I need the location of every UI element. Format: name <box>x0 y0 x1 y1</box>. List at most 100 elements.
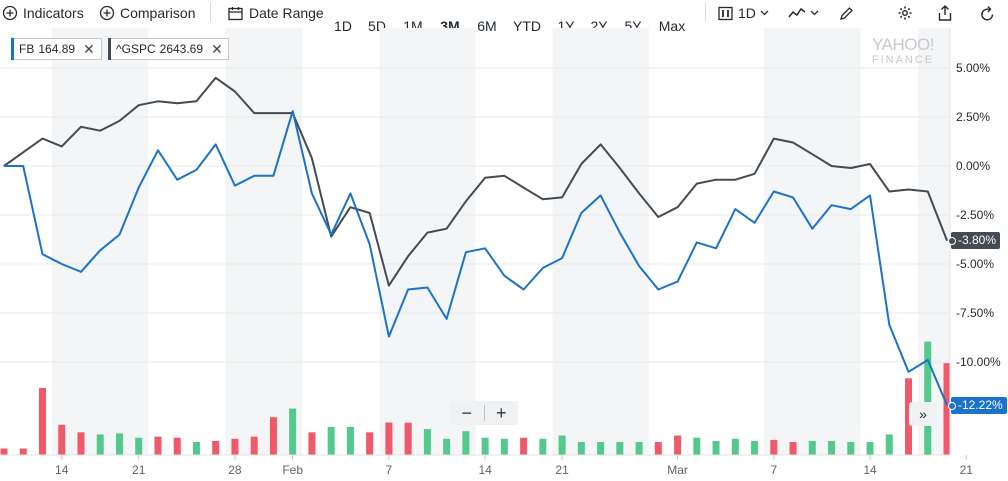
data-point <box>907 188 910 191</box>
volume-bar <box>520 437 528 455</box>
volume-bar <box>616 442 624 455</box>
data-point <box>619 232 621 234</box>
data-point <box>272 175 275 177</box>
range-button-6m[interactable]: 6M <box>477 18 497 34</box>
data-point <box>580 212 582 214</box>
data-point <box>118 234 121 236</box>
data-point <box>503 175 505 177</box>
data-point <box>869 163 871 165</box>
volume-bar <box>404 422 412 455</box>
close-icon[interactable]: ✕ <box>211 41 223 57</box>
volume-bar <box>654 442 662 455</box>
volume-bar <box>924 341 932 455</box>
data-point <box>850 167 852 169</box>
y-tick-label: -5.00% <box>956 257 994 271</box>
data-point <box>715 179 717 181</box>
data-point <box>830 204 833 206</box>
data-point <box>3 165 5 167</box>
legend-chip-fb[interactable]: FB 164.89 ✕ <box>11 38 102 60</box>
shaded-band <box>764 28 861 455</box>
data-point <box>580 163 582 165</box>
volume-bar <box>77 432 85 455</box>
data-point <box>638 265 640 267</box>
plus-circle-icon <box>2 5 18 21</box>
zoom-in-button[interactable]: + <box>495 403 507 423</box>
data-point <box>41 137 44 140</box>
data-point <box>811 228 813 230</box>
data-point <box>734 179 736 181</box>
fb-last-value-badge: -12.22% <box>948 397 1007 415</box>
scroll-forward-button[interactable]: » <box>909 402 937 426</box>
data-point <box>927 359 929 361</box>
data-point <box>888 190 890 193</box>
volume-bar <box>770 439 778 455</box>
volume-bar <box>154 436 162 455</box>
yahoo-finance-watermark: YAHOO! FINANCE <box>872 35 935 66</box>
date-range-button[interactable]: Date Range <box>228 0 324 26</box>
data-point <box>61 145 63 147</box>
data-point <box>349 192 352 195</box>
volume-bar <box>577 442 585 455</box>
data-point <box>118 120 121 122</box>
volume-bar <box>250 436 258 455</box>
data-point <box>619 167 621 169</box>
x-tick-label: 14 <box>55 463 69 477</box>
data-point <box>330 235 332 238</box>
legend-symbol: ^GSPC <box>116 42 156 56</box>
volume-bar <box>808 440 816 455</box>
data-point <box>61 263 63 265</box>
legend-chip-gspc[interactable]: ^GSPC 2643.69 ✕ <box>108 38 229 60</box>
data-point <box>253 175 255 177</box>
x-tick-label: 7 <box>770 463 777 477</box>
volume-bar <box>674 435 682 455</box>
draw-button[interactable] <box>839 0 854 26</box>
x-tick-label: Feb <box>282 463 303 477</box>
interval-dropdown[interactable]: 1D <box>718 0 769 26</box>
reset-button[interactable] <box>980 0 995 26</box>
x-tick-label: Mar <box>667 463 688 477</box>
x-tick-label: 7 <box>386 463 393 477</box>
volume-bar <box>712 440 720 455</box>
data-point <box>292 110 294 112</box>
volume-bar <box>789 442 797 455</box>
data-point <box>907 371 910 373</box>
range-button-ytd[interactable]: YTD <box>513 18 541 34</box>
volume-bar <box>346 426 354 455</box>
volume-bar <box>327 426 335 455</box>
chart-type-dropdown[interactable] <box>788 0 819 26</box>
x-tick-label: 21 <box>132 463 146 477</box>
volume-bar <box>866 442 874 455</box>
y-tick-label: -2.50% <box>956 208 994 222</box>
plus-circle-icon <box>99 5 115 21</box>
data-point <box>99 249 101 251</box>
range-button-1d[interactable]: 1D <box>334 18 352 34</box>
x-tick-label: 14 <box>863 463 877 477</box>
volume-bar <box>481 437 489 455</box>
volume-bar <box>19 448 27 455</box>
chevron-down-icon <box>760 10 769 16</box>
comparison-button[interactable]: Comparison <box>99 0 195 26</box>
data-point <box>426 232 428 234</box>
indicators-button[interactable]: Indicators <box>2 0 84 26</box>
close-icon[interactable]: ✕ <box>83 41 95 57</box>
data-point <box>157 149 159 151</box>
data-point <box>696 183 698 185</box>
volume-bar <box>751 440 759 455</box>
share-button[interactable] <box>938 0 952 26</box>
volume-bar <box>308 432 316 455</box>
data-point <box>330 234 332 236</box>
zoom-out-button[interactable]: − <box>461 403 472 423</box>
data-point <box>792 141 794 144</box>
data-point <box>946 404 948 406</box>
data-point <box>599 194 602 196</box>
volume-bar <box>0 448 8 455</box>
volume-bar <box>462 431 470 455</box>
data-point <box>715 247 717 249</box>
data-point <box>195 100 198 102</box>
data-point <box>542 267 544 269</box>
data-point <box>22 151 24 153</box>
volume-bar <box>423 429 431 455</box>
settings-button[interactable] <box>897 0 913 26</box>
data-point <box>215 143 217 146</box>
range-button-max[interactable]: Max <box>658 18 686 34</box>
